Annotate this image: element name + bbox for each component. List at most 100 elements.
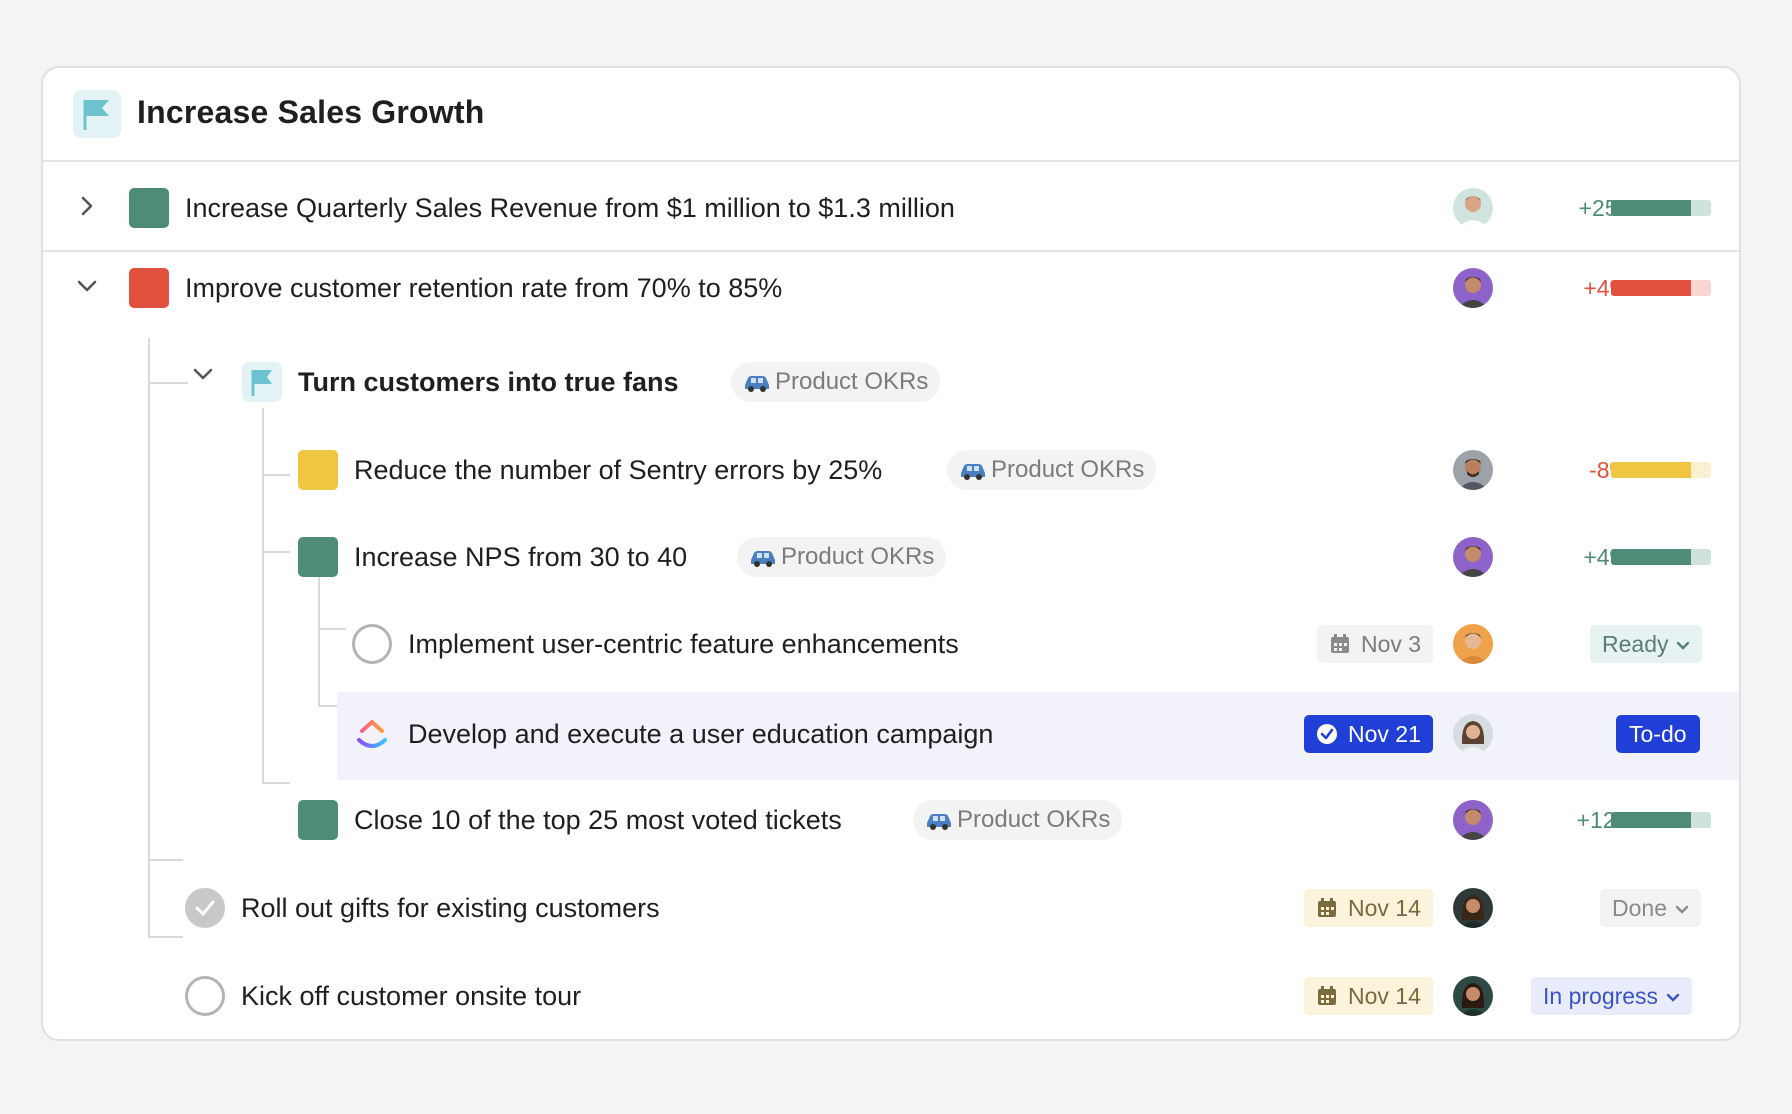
task-status-circle[interactable] (185, 976, 225, 1016)
tree-line (148, 936, 183, 938)
divider (43, 250, 1739, 252)
progress-bar (1611, 549, 1711, 565)
key-result-label[interactable]: Increase NPS from 30 to 40 (354, 542, 688, 572)
chevron-down-icon[interactable] (189, 360, 217, 388)
tag-pill[interactable]: Product OKRs (731, 362, 941, 402)
page-title: Increase Sales Growth (137, 94, 485, 130)
key-result-row[interactable]: Reduce the number of Sentry errors by 25… (43, 428, 1739, 516)
avatar[interactable] (1453, 714, 1493, 754)
progress-bar (1611, 462, 1711, 478)
avatar[interactable] (1453, 268, 1493, 308)
flag-icon (73, 90, 121, 138)
status-label: In progress (1543, 983, 1659, 1009)
status-dropdown[interactable]: To-do (1616, 715, 1700, 753)
due-date-chip[interactable]: Nov 14 (1304, 889, 1433, 927)
due-date: Nov 14 (1348, 983, 1421, 1009)
tree-line (148, 859, 183, 861)
subgoal-label[interactable]: Turn customers into true fans (298, 367, 679, 397)
tree-line (262, 408, 264, 782)
tree-line (262, 782, 290, 784)
chevron-right-icon[interactable] (73, 192, 101, 220)
status-label: Ready (1602, 631, 1669, 657)
chevron-down-icon (1666, 993, 1680, 1002)
due-date: Nov 21 (1348, 721, 1421, 747)
due-date-chip[interactable]: Nov 14 (1304, 977, 1433, 1015)
task-label[interactable]: Roll out gifts for existing customers (241, 893, 660, 923)
subgoal-row[interactable]: Turn customers into true fans Product OK… (43, 340, 1739, 428)
tree-line (318, 628, 346, 630)
goal-color-square (129, 188, 169, 228)
clickup-icon (357, 720, 387, 748)
tree-line (318, 576, 320, 706)
task-row[interactable]: Develop and execute a user education cam… (43, 692, 1739, 780)
goal-label[interactable]: Improve customer retention rate from 70%… (185, 273, 783, 303)
status-label: To-do (1629, 721, 1687, 747)
goal-label[interactable]: Increase Quarterly Sales Revenue from $1… (185, 193, 955, 223)
tag-pill[interactable]: Product OKRs (947, 450, 1157, 490)
avatar[interactable] (1453, 888, 1493, 928)
progress-bar (1611, 280, 1711, 296)
tag-pill[interactable]: Product OKRs (737, 537, 947, 577)
key-result-row[interactable]: Close 10 of the top 25 most voted ticket… (43, 780, 1739, 868)
goal-row[interactable]: Increase Quarterly Sales Revenue from $1… (43, 164, 1739, 252)
chevron-down-icon[interactable] (73, 272, 101, 300)
avatar[interactable] (1453, 624, 1493, 664)
car-icon (927, 814, 951, 830)
task-label[interactable]: Develop and execute a user education cam… (408, 719, 994, 749)
tag-label: Product OKRs (775, 368, 929, 395)
status-dropdown[interactable]: Done (1600, 889, 1701, 927)
due-date: Nov 3 (1361, 631, 1422, 657)
tree-line (262, 474, 290, 476)
chevron-down-icon (1675, 905, 1689, 914)
progress-bar (1611, 812, 1711, 828)
key-result-color-square (298, 800, 338, 840)
car-icon (751, 551, 775, 567)
key-result-color-square (298, 450, 338, 490)
avatar[interactable] (1453, 976, 1493, 1016)
key-result-label[interactable]: Reduce the number of Sentry errors by 25… (354, 455, 883, 485)
task-status-circle[interactable] (185, 888, 225, 928)
tree-line (148, 382, 188, 384)
key-result-row[interactable]: Increase NPS from 30 to 40 Product OKRs … (43, 516, 1739, 604)
flag-icon (242, 362, 282, 402)
status-dropdown[interactable]: In progress (1531, 977, 1693, 1015)
goal-color-square (129, 268, 169, 308)
tag-label: Product OKRs (781, 543, 935, 570)
goal-row[interactable]: Improve customer retention rate from 70%… (43, 252, 1739, 340)
car-icon (745, 376, 769, 392)
avatar[interactable] (1453, 800, 1493, 840)
calendar-icon (1318, 898, 1336, 917)
task-row-selected[interactable] (337, 692, 1739, 780)
avatar[interactable] (1453, 537, 1493, 577)
due-date-chip[interactable]: Nov 3 (1317, 625, 1434, 663)
tag-label: Product OKRs (991, 456, 1145, 483)
card-header: Increase Sales Growth (43, 68, 1739, 162)
checkmark-icon (195, 900, 215, 916)
task-row[interactable]: Roll out gifts for existing customers No… (43, 868, 1739, 956)
avatar[interactable] (1453, 450, 1493, 490)
task-label[interactable]: Kick off customer onsite tour (241, 981, 582, 1011)
key-result-label[interactable]: Close 10 of the top 25 most voted ticket… (354, 805, 842, 835)
due-date: Nov 14 (1348, 895, 1421, 921)
car-icon (961, 464, 985, 480)
tag-label: Product OKRs (957, 806, 1111, 833)
progress-bar (1611, 200, 1711, 216)
avatar[interactable] (1453, 188, 1493, 228)
task-status-circle[interactable] (352, 624, 392, 664)
status-label: Done (1612, 895, 1667, 921)
tree-line (318, 705, 346, 707)
task-row[interactable]: Kick off customer onsite tour Nov 14 In … (43, 956, 1739, 1039)
calendar-icon (1318, 986, 1336, 1005)
tree-line (262, 551, 290, 553)
check-circle-icon (1317, 724, 1337, 744)
status-dropdown[interactable]: Ready (1590, 625, 1703, 663)
due-date-chip[interactable]: Nov 21 (1304, 715, 1433, 753)
task-row[interactable]: Implement user-centric feature enhanceme… (43, 604, 1739, 692)
okr-card: Increase Sales Growth Increase Quarterly… (41, 66, 1741, 1041)
task-label[interactable]: Implement user-centric feature enhanceme… (408, 629, 959, 659)
tag-pill[interactable]: Product OKRs (913, 800, 1123, 840)
key-result-color-square (298, 537, 338, 577)
tree-line (148, 338, 150, 936)
chevron-down-icon (1677, 641, 1690, 650)
calendar-icon (1331, 634, 1349, 653)
